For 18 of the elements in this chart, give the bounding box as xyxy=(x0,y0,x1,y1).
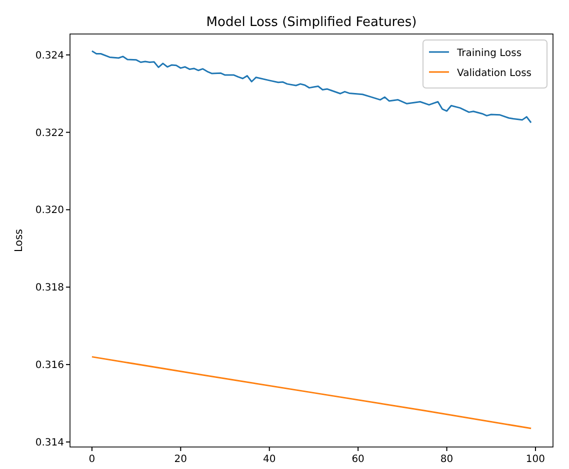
x-tick-label: 80 xyxy=(440,454,454,465)
y-tick-label: 0.324 xyxy=(35,50,64,62)
y-tick-label: 0.322 xyxy=(35,128,64,139)
legend-label: Training Loss xyxy=(456,48,522,59)
y-axis-title: Loss xyxy=(13,228,25,252)
y-tick-label: 0.314 xyxy=(35,437,64,448)
x-tick-label: 100 xyxy=(526,454,546,465)
x-tick-label: 0 xyxy=(88,454,96,465)
x-tick-label: 40 xyxy=(263,454,276,465)
y-tick-label: 0.316 xyxy=(35,360,64,372)
y-tick-label: 0.318 xyxy=(35,282,64,294)
legend-label: Validation Loss xyxy=(457,68,532,79)
line-series xyxy=(91,356,532,430)
line-series xyxy=(91,50,532,124)
chart-title: Model Loss (Simplified Features) xyxy=(206,15,417,30)
x-tick-label: 20 xyxy=(174,454,188,465)
x-tick-label: 60 xyxy=(352,454,364,465)
y-tick-label: 0.320 xyxy=(35,205,64,216)
